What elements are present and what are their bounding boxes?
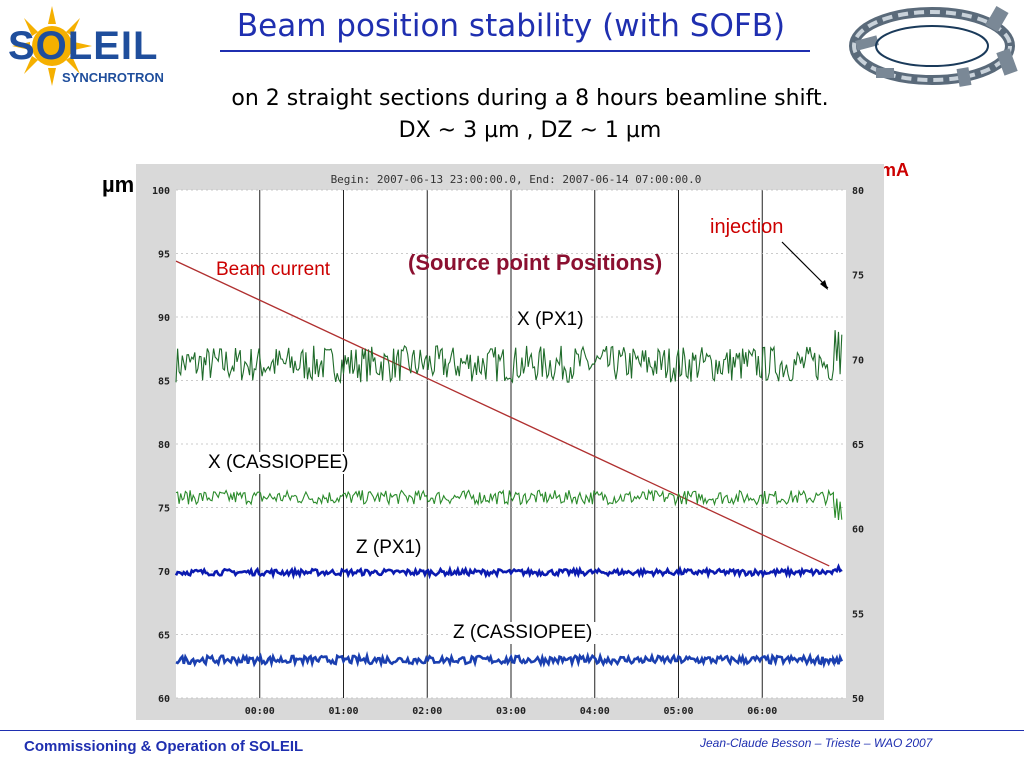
- y-left-tick-label: 100: [152, 186, 170, 197]
- y-right-tick-label: 65: [852, 440, 864, 451]
- series-x-px1: [175, 330, 843, 385]
- y-left-tick-label: 90: [158, 313, 170, 324]
- x-tick-label: 01:00: [328, 706, 358, 717]
- left-axis-unit: µm: [102, 172, 135, 197]
- series-lines: [174, 260, 843, 669]
- y-left-tick-label: 60: [158, 694, 170, 705]
- y-right-tick-label: 50: [852, 694, 864, 705]
- series-z-cassiopee: [175, 650, 843, 669]
- y-left-tick-label: 95: [158, 250, 170, 261]
- x-tick-label: 02:00: [412, 706, 442, 717]
- footer-left: Commissioning & Operation of SOLEIL: [24, 738, 304, 755]
- subtitle-line-1: on 2 straight sections during a 8 hours …: [231, 86, 829, 111]
- x-tick-label: 04:00: [580, 706, 610, 717]
- y-right-tick-label: 70: [852, 355, 864, 366]
- y-left-tick-label: 75: [158, 504, 170, 515]
- y-left-tick-label: 80: [158, 440, 170, 451]
- beam-current-label: Beam current: [216, 259, 331, 280]
- series-x-cassiopee: [175, 488, 843, 520]
- x-cassiopee-label: X (CASSIOPEE): [204, 452, 353, 474]
- series-z-px1: [174, 563, 843, 580]
- z-px1-label: Z (PX1): [352, 537, 426, 559]
- storage-ring-image: [849, 5, 1018, 87]
- footer-right: Jean-Claude Besson – Trieste – WAO 2007: [700, 736, 933, 750]
- subtitle-line-2: DX ~ 3 µm , DZ ~ 1 µm: [398, 118, 662, 143]
- x-tick-label: 06:00: [747, 706, 777, 717]
- series-beam-current: [175, 260, 830, 567]
- logo-subtitle: SYNCHROTRON: [62, 70, 164, 85]
- y-right-tick-label: 80: [852, 186, 864, 197]
- x-px1-label: X (PX1): [513, 298, 588, 338]
- y-right-tick-label: 60: [852, 525, 864, 536]
- y-left-tick-label: 70: [158, 567, 170, 578]
- x-tick-label: 00:00: [245, 706, 275, 717]
- injection-arrow: [781, 241, 829, 290]
- sun-icon: [12, 6, 92, 86]
- right-axis-unit: mA: [880, 160, 910, 180]
- z-cassiopee-label: Z (CASSIOPEE): [449, 622, 597, 644]
- y-left-tick-label: 85: [158, 377, 170, 388]
- tick-labels: 00:00 01:00 02:00 03:00 04:00 05:00 06:00 60 65 7…: [152, 186, 864, 717]
- title-underline: [220, 50, 810, 52]
- y-right-tick-label: 55: [852, 609, 864, 620]
- grid: [176, 189, 846, 699]
- page-title: Beam position stability (with SOFB): [236, 8, 786, 44]
- y-right-tick-label: 75: [852, 271, 864, 282]
- y-left-tick-label: 65: [158, 631, 170, 642]
- injection-label: injection: [710, 216, 784, 238]
- x-tick-label: 03:00: [496, 706, 526, 717]
- x-tick-label: 05:00: [663, 706, 693, 717]
- soleil-logo: [12, 6, 92, 86]
- source-point-label: (Source point Positions): [408, 250, 663, 275]
- chart-title: Begin: 2007-06-13 23:00:00.0, End: 2007-…: [331, 173, 702, 186]
- stability-chart: Begin: 2007-06-13 23:00:00.0, End: 2007-…: [136, 164, 884, 720]
- footer-divider: [0, 730, 1024, 731]
- logo-word: SOLEIL: [8, 24, 159, 68]
